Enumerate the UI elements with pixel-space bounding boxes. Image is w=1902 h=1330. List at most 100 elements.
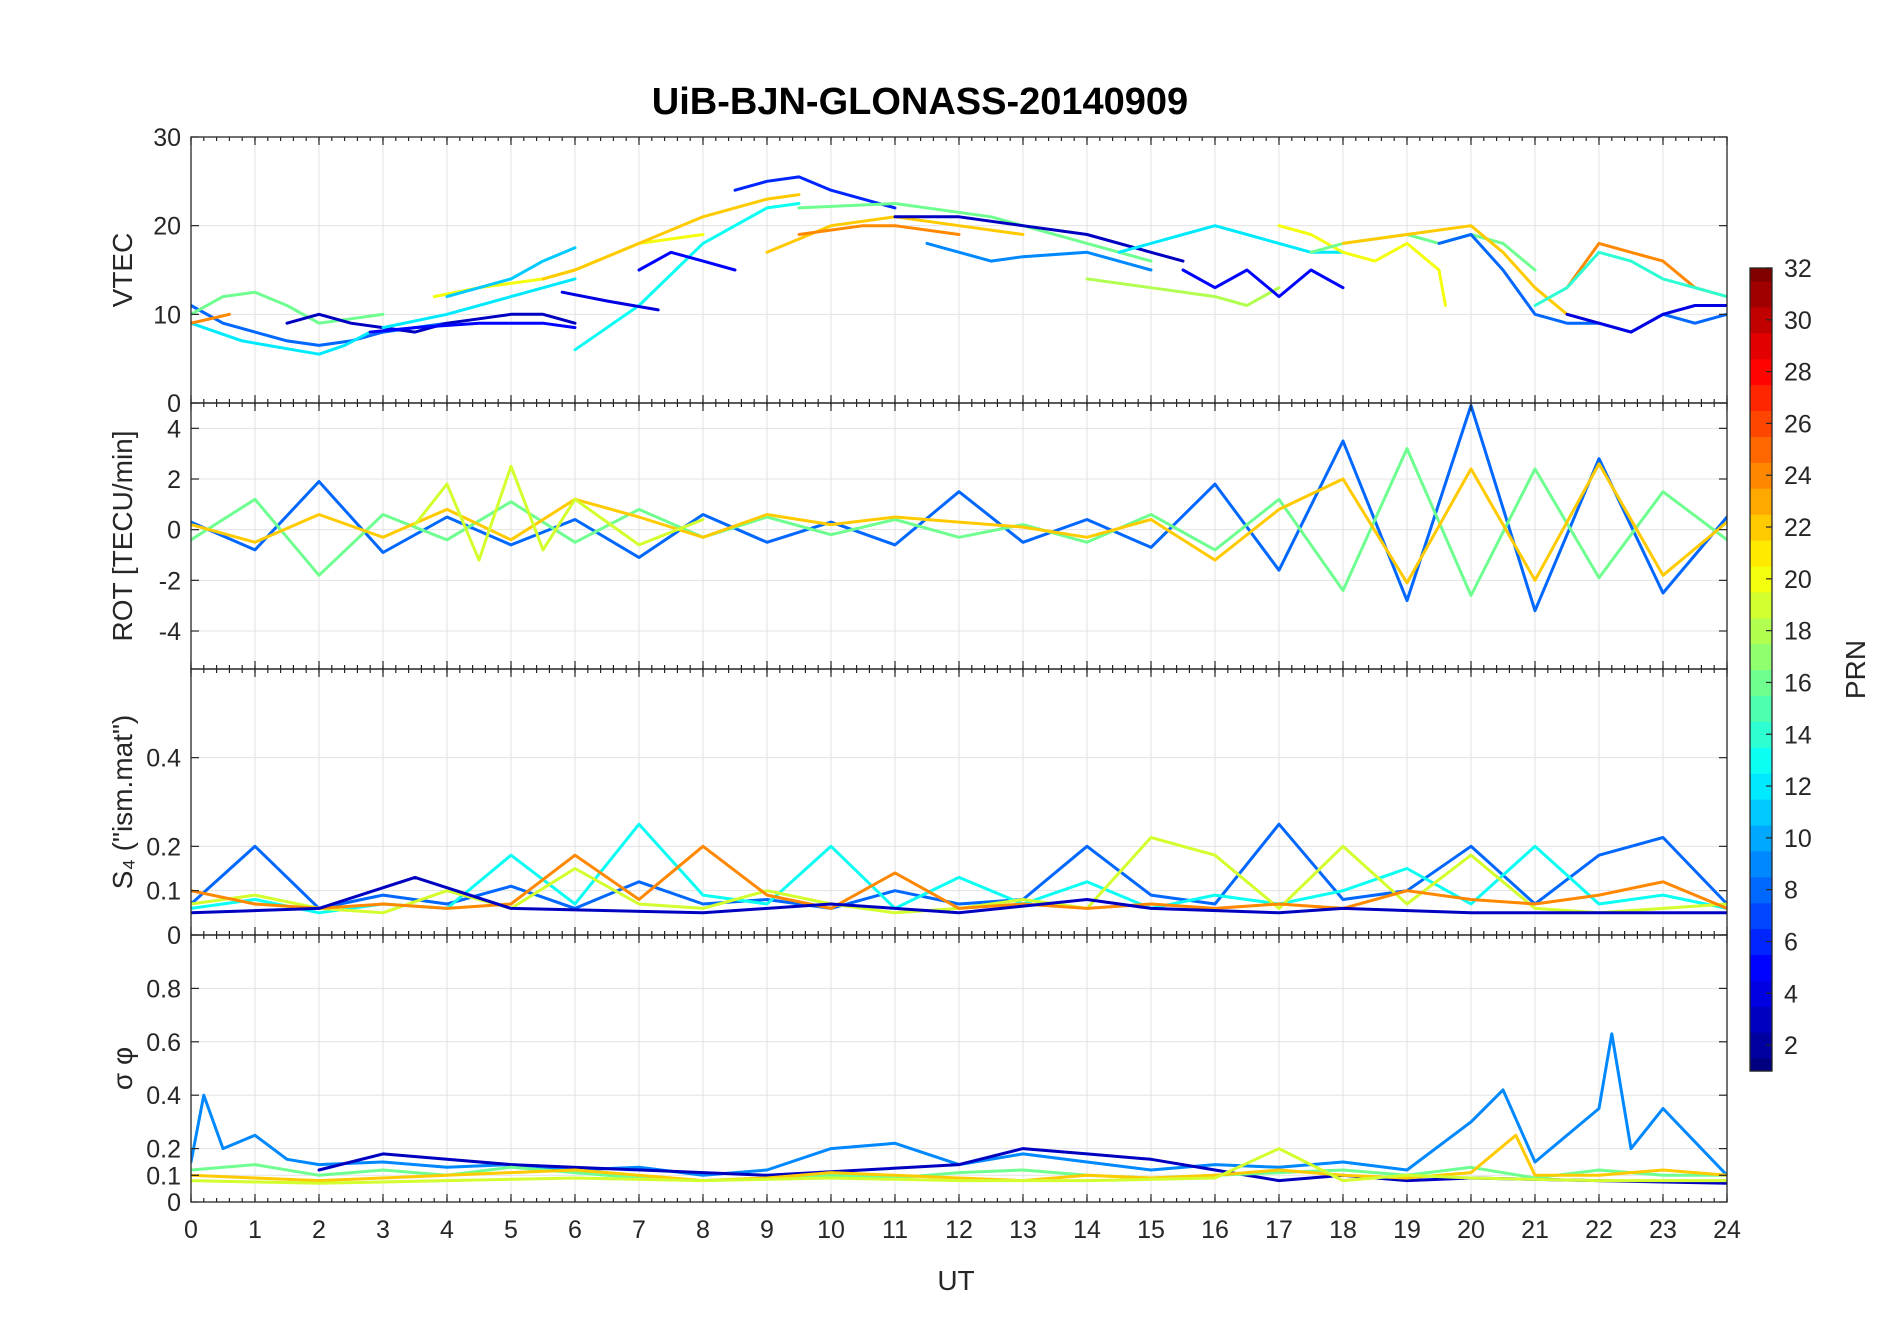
colorbar-tick-label: 26 [1784,410,1812,438]
colorbar-segment [1750,850,1772,878]
series-line-prn-5 [1181,268,1345,299]
colorbar-segment [1750,358,1772,386]
series-group [191,1032,1727,1185]
y-tick-label: 0.1 [146,1162,181,1190]
colorbar-tick-label: 20 [1784,566,1812,594]
colorbar-tick-label: 10 [1784,825,1812,853]
colorbar-segment [1750,332,1772,360]
x-tick-label: 12 [945,1216,973,1244]
x-tick-label: 16 [1201,1216,1229,1244]
colorbar-tick-label: 8 [1784,877,1798,905]
series-line-prn-12 [191,321,372,356]
series-line-prn-12 [1117,224,1345,254]
x-tick-label: 1 [248,1216,262,1244]
series-line-prn-22 [191,462,1727,585]
x-tick-label: 24 [1713,1216,1741,1244]
x-tick-label: 15 [1137,1216,1165,1244]
colorbar-segment [1750,1032,1772,1059]
y-tick-label: 0 [167,922,181,950]
x-tick-label: 20 [1457,1216,1485,1244]
y-axis-label: σ φ [107,1047,138,1090]
colorbar-tick-label: 30 [1784,307,1812,335]
colorbar-segment [1750,488,1772,515]
series-line-prn-12 [381,277,577,330]
series-line-prn-24 [191,844,1727,910]
series-line-prn-19 [191,1147,1727,1185]
colorbar-tick-label: 12 [1784,773,1812,801]
x-tick-label: 8 [696,1216,710,1244]
y-tick-label: 0.1 [146,878,181,906]
y-axis-label: ROT [TECU/min] [107,430,138,641]
colorbar-segment [1750,539,1772,567]
colorbar-segment [1750,384,1772,412]
colorbar-tick-label: 24 [1784,462,1812,490]
colorbar-segment [1750,643,1772,671]
y-tick-label: 0 [167,390,181,418]
colorbar-segment [1750,669,1772,697]
colorbar-segment [1750,514,1772,541]
y-tick-label: -2 [159,567,181,595]
y-tick-label: 20 [153,213,181,241]
x-tick-label: 3 [376,1216,390,1244]
y-tick-label: -4 [159,618,181,646]
colorbar-segment [1750,773,1772,800]
y-tick-label: 0.2 [146,833,181,861]
x-tick-label: 5 [504,1216,518,1244]
y-tick-label: 2 [167,466,181,494]
series-line-prn-6 [733,175,897,210]
y-tick-label: 0.4 [146,745,181,773]
x-tick-label: 11 [882,1216,908,1244]
x-tick-label: 0 [184,1216,198,1244]
x-tick-label: 18 [1329,1216,1357,1244]
colorbar-segment [1750,280,1772,308]
colorbar-tick-label: 14 [1784,721,1812,749]
x-tick-label: 6 [568,1216,582,1244]
series-line-prn-19 [413,464,705,562]
colorbar-frame [1749,267,1773,1072]
y-axis-label: S₄ ("ism.mat") [107,715,138,889]
y-tick-label: 0.2 [146,1136,181,1164]
colorbar-segment [1750,980,1772,1007]
colorbar-segment [1750,436,1772,463]
series-line-prn-5 [368,321,577,334]
colorbar-segment [1750,824,1772,852]
colorbar-label: PRN [1840,640,1871,699]
colorbar-tick-label: 16 [1784,669,1812,697]
colorbar-tick-label: 18 [1784,618,1812,646]
panel-rot: -4 -2 0 2 4 ROT [TECU/min] [107,402,1728,670]
x-tick-label: 19 [1393,1216,1421,1244]
colorbar-segment [1750,410,1772,437]
series-line-prn-3 [317,1147,1727,1185]
series-line-prn-8 [1437,233,1727,334]
series-line-prn-20 [1277,224,1447,307]
y-tick-label: 0 [167,1189,181,1217]
colorbar-segment [1750,462,1772,489]
y-tick-label: 4 [167,415,181,443]
x-tick-label: 10 [817,1216,845,1244]
series-line-prn-3 [893,215,1185,263]
series-line-prn-18 [1085,277,1281,307]
colorbar-tick-label: 28 [1784,359,1812,387]
colorbar-segment [1750,954,1772,981]
colorbar-segment [1750,268,1772,282]
series-line-prn-22 [541,193,801,281]
panel-s4: 0 0.1 0.2 0.4 S₄ ("ism.mat") [107,668,1728,950]
y-tick-label: 10 [153,301,181,329]
x-tick-label: 14 [1073,1216,1101,1244]
colorbar-segment [1750,306,1772,334]
colorbar-segment [1750,617,1772,645]
colorbar-segment [1750,565,1772,593]
series-line-prn-13 [573,202,801,352]
series-line-prn-24 [191,312,231,325]
colorbar-tick-label: 6 [1784,928,1798,956]
colorbar-tick-label: 32 [1784,255,1812,283]
series-line-prn-3 [191,875,1727,915]
series-line-prn-24 [797,224,961,236]
x-tick-label: 13 [1009,1216,1037,1244]
colorbar-segment [1750,799,1772,826]
colorbar-segment [1750,1006,1772,1033]
colorbar-segment [1750,902,1772,930]
